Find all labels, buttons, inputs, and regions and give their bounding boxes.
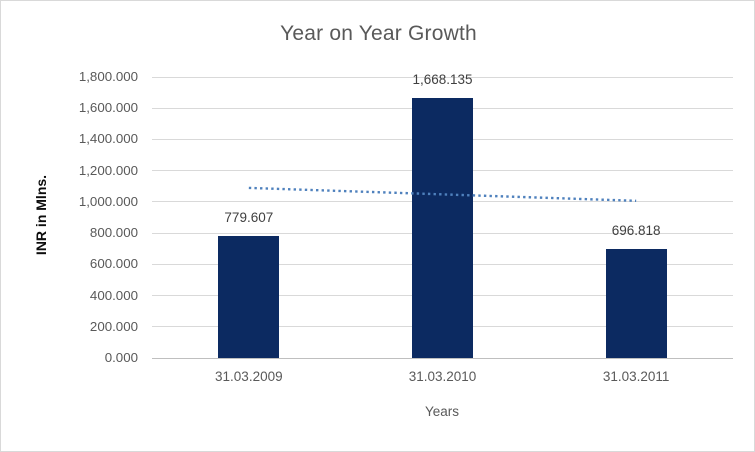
y-tick-label: 200.000 (89, 318, 138, 334)
bar-data-label: 696.818 (611, 223, 661, 239)
gridline (152, 76, 733, 78)
y-tick-label: 0.000 (104, 350, 138, 365)
bar (605, 249, 667, 358)
y-tick-label: 1,000.000 (78, 193, 138, 209)
y-tick-label: 1,400.000 (78, 131, 138, 147)
x-axis-line (152, 358, 733, 359)
bar (218, 236, 280, 358)
y-tick-label: 1,800.000 (78, 69, 138, 84)
x-axis-title: Years (424, 404, 460, 419)
x-tick-label: 31.03.2011 (602, 369, 670, 384)
bar-data-label: 1,668.135 (412, 71, 473, 87)
x-tick-label: 31.03.2010 (408, 369, 477, 384)
y-tick-label: 1,200.000 (78, 162, 138, 178)
chart-title: Year on Year Growth (280, 22, 477, 45)
y-tick-label: 800.000 (89, 225, 138, 241)
y-tick-label: 400.000 (89, 287, 138, 303)
y-tick-label: 1,600.000 (78, 100, 138, 116)
bar-data-label: 779.607 (224, 210, 274, 226)
x-tick-label: 31.03.2009 (215, 369, 283, 384)
y-tick-label: 600.000 (89, 256, 138, 272)
bar (412, 97, 473, 358)
